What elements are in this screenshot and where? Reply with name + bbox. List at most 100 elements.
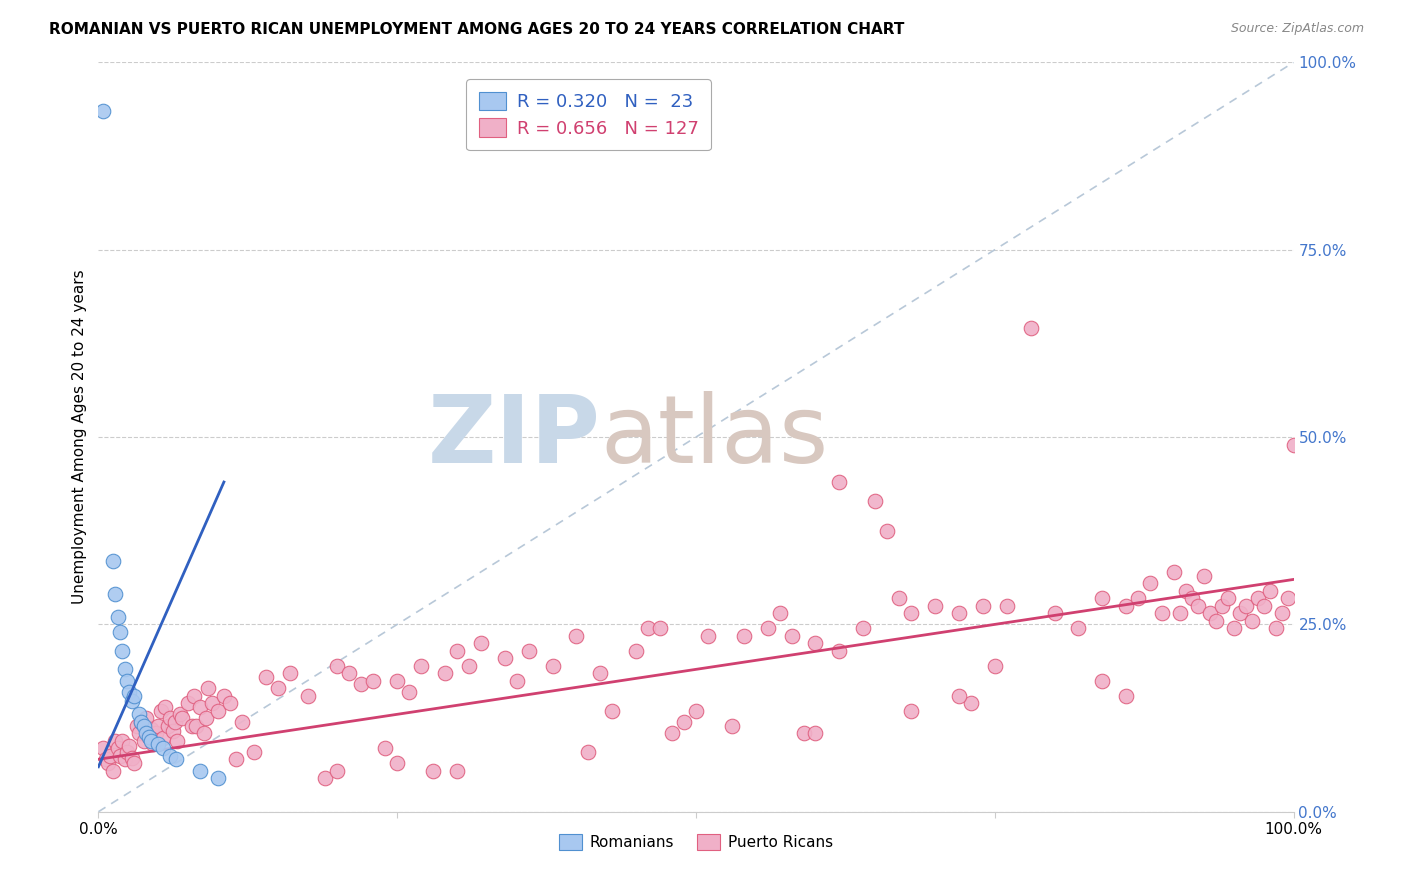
Point xyxy=(138,730,160,744)
Point xyxy=(115,745,138,759)
Point xyxy=(125,718,148,732)
Point xyxy=(1282,437,1305,451)
Point xyxy=(97,756,120,770)
Point xyxy=(177,696,200,710)
Point xyxy=(422,764,444,778)
Point xyxy=(446,764,468,778)
Point xyxy=(1253,599,1275,613)
Point xyxy=(139,723,162,737)
Point xyxy=(398,685,420,699)
Point xyxy=(661,726,683,740)
Point xyxy=(1181,591,1204,606)
Y-axis label: Unemployment Among Ages 20 to 24 years: Unemployment Among Ages 20 to 24 years xyxy=(72,269,87,605)
Point xyxy=(578,745,600,759)
Point xyxy=(1247,591,1270,606)
Point xyxy=(142,737,165,751)
Legend: Romanians, Puerto Ricans: Romanians, Puerto Ricans xyxy=(553,829,839,856)
Point xyxy=(114,752,136,766)
Point xyxy=(948,606,970,620)
Point xyxy=(865,493,887,508)
Point xyxy=(1211,599,1233,613)
Point xyxy=(1192,568,1215,582)
Point xyxy=(101,764,124,778)
Point xyxy=(1152,606,1174,620)
Point xyxy=(948,689,970,703)
Point xyxy=(924,599,946,613)
Point xyxy=(1229,606,1251,620)
Point xyxy=(768,606,790,620)
Point xyxy=(1115,689,1137,703)
Point xyxy=(138,730,160,744)
Point xyxy=(685,704,707,718)
Point xyxy=(162,723,184,738)
Point xyxy=(697,629,720,643)
Point xyxy=(188,699,211,714)
Point xyxy=(124,689,146,703)
Point xyxy=(315,771,337,785)
Point xyxy=(128,726,150,740)
Point xyxy=(131,714,153,729)
Point xyxy=(183,689,205,703)
Point xyxy=(149,704,172,718)
Point xyxy=(91,741,114,756)
Point xyxy=(159,748,181,763)
Point xyxy=(470,636,492,650)
Point xyxy=(124,756,146,770)
Point xyxy=(132,733,155,747)
Point xyxy=(828,475,851,489)
Point xyxy=(207,771,229,785)
Point xyxy=(107,610,129,624)
Point xyxy=(889,591,911,606)
Point xyxy=(434,666,457,681)
Point xyxy=(1139,576,1161,591)
Point xyxy=(446,643,468,657)
Point xyxy=(637,621,659,635)
Point xyxy=(139,733,162,747)
Point xyxy=(900,606,922,620)
Point xyxy=(1128,591,1150,606)
Point xyxy=(385,756,409,770)
Point xyxy=(297,689,319,703)
Point xyxy=(1258,583,1281,598)
Point xyxy=(602,704,624,718)
Point xyxy=(267,681,290,695)
Point xyxy=(350,677,373,691)
Point xyxy=(828,643,851,657)
Point xyxy=(411,658,433,673)
Point xyxy=(135,726,157,740)
Point xyxy=(1264,621,1286,635)
Point xyxy=(804,636,827,650)
Point xyxy=(111,643,134,657)
Point xyxy=(1199,606,1222,620)
Point xyxy=(1271,606,1294,620)
Point xyxy=(1240,614,1263,628)
Point xyxy=(960,696,983,710)
Point xyxy=(159,711,181,725)
Point xyxy=(494,651,516,665)
Point xyxy=(121,694,143,708)
Point xyxy=(225,752,247,766)
Point xyxy=(1019,321,1042,335)
Point xyxy=(207,704,229,718)
Point xyxy=(104,587,127,601)
Point xyxy=(1234,599,1257,613)
Point xyxy=(195,711,218,725)
Text: ROMANIAN VS PUERTO RICAN UNEMPLOYMENT AMONG AGES 20 TO 24 YEARS CORRELATION CHAR: ROMANIAN VS PUERTO RICAN UNEMPLOYMENT AM… xyxy=(49,22,904,37)
Point xyxy=(169,707,191,722)
Point xyxy=(152,741,174,756)
Point xyxy=(193,726,215,740)
Point xyxy=(188,764,211,778)
Text: atlas: atlas xyxy=(600,391,828,483)
Point xyxy=(1223,621,1246,635)
Point xyxy=(243,745,266,759)
Point xyxy=(114,662,136,676)
Point xyxy=(180,718,202,732)
Point xyxy=(155,699,177,714)
Point xyxy=(1277,591,1299,606)
Point xyxy=(156,718,179,732)
Point xyxy=(101,554,124,568)
Point xyxy=(589,666,612,681)
Point xyxy=(111,733,134,747)
Point xyxy=(804,726,827,740)
Point xyxy=(876,524,898,538)
